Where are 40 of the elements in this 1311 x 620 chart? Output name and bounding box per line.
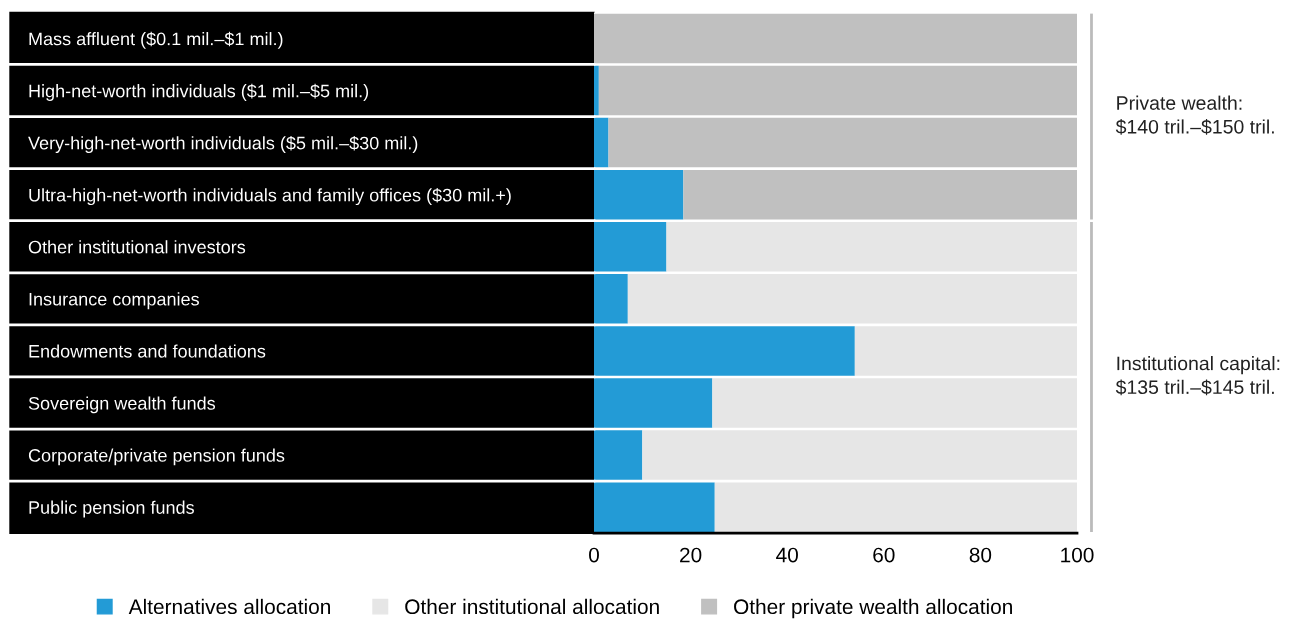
- legend-label: Alternatives allocation: [128, 598, 330, 615]
- y-tick-label: Corporate/private pension funds: [28, 448, 285, 466]
- y-tick-label: Ultra-high-net-worth individuals and family offices ($30 mil.+): [29, 188, 511, 206]
- y-tick-label: Other institutional investors: [28, 240, 246, 254]
- bar: [594, 430, 643, 480]
- y-tick-label: Very-high-net-worth individuals ($5 mil.–$30 mil.): [28, 135, 418, 154]
- bar: [627, 274, 1077, 324]
- bar: [642, 430, 1077, 480]
- bar: [594, 326, 855, 376]
- y-tick-label: Public pension funds: [29, 500, 194, 518]
- bar: [854, 326, 1077, 376]
- bar: [683, 169, 1077, 220]
- bar: [594, 482, 715, 532]
- bar: [594, 378, 713, 428]
- bar: [594, 65, 599, 116]
- legend-label: Other private wealth allocation: [734, 598, 1012, 619]
- bar: [712, 378, 1077, 428]
- x-tick-label: 80: [969, 547, 992, 563]
- x-tick-label: 100: [1061, 547, 1094, 563]
- x-tick-label: 0: [589, 547, 599, 563]
- bar: [598, 65, 1077, 116]
- x-tick-label: 60: [873, 547, 895, 563]
- bar: [714, 482, 1077, 532]
- x-tick-label: 20: [680, 547, 702, 563]
- text: Institutional capital: $135 tril.–$145 tril.: [1115, 356, 1280, 396]
- bar: [594, 117, 609, 168]
- bar: [594, 274, 628, 324]
- y-tick-label: Insurance companies: [29, 292, 199, 310]
- legend-label: Other institutional allocation: [405, 598, 659, 615]
- bar: [666, 222, 1077, 272]
- y-tick-label: Sovereign wealth funds: [28, 396, 216, 414]
- bar: [594, 169, 684, 220]
- x-tick-label: 40: [776, 547, 798, 563]
- y-tick-label: Mass affluent ($0.1 mil.–$1 mil.): [29, 31, 283, 49]
- y-tick-label: High-net-worth individuals ($1 mil.–$5 mil.): [29, 83, 369, 101]
- bar: [594, 13, 1077, 64]
- bar: [608, 117, 1077, 168]
- y-tick-label: Endowments and foundations: [29, 344, 266, 358]
- text: Private wealth: $140 tril.–$150 tril.: [1115, 95, 1274, 135]
- bar: [594, 222, 667, 272]
